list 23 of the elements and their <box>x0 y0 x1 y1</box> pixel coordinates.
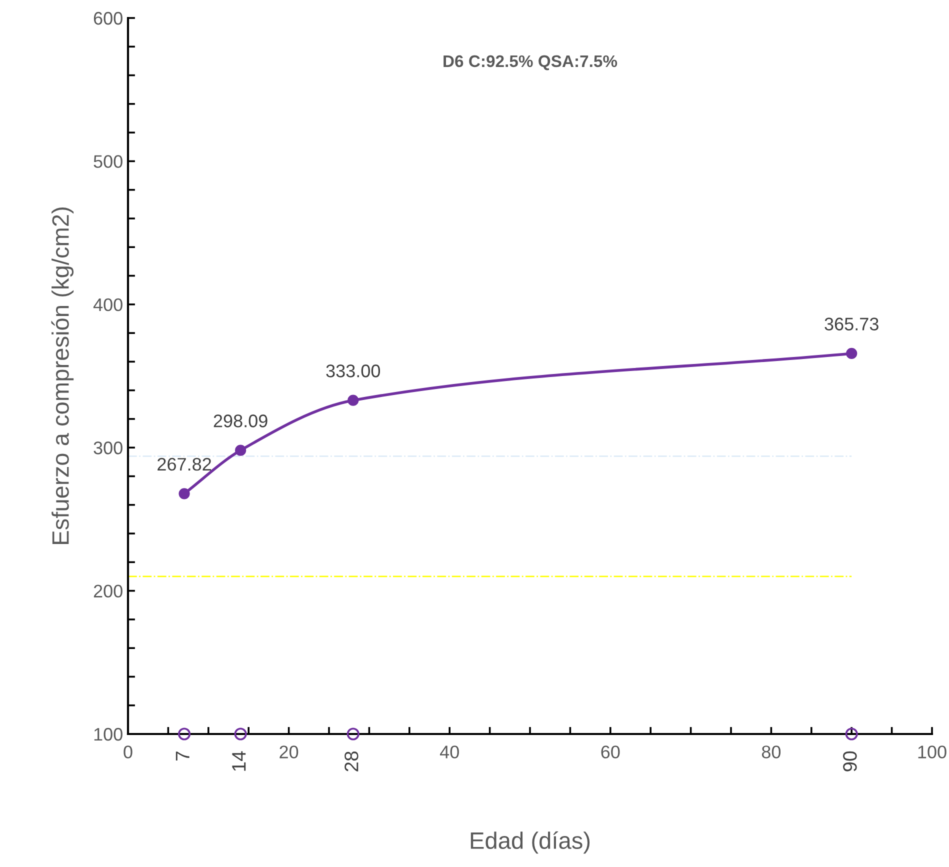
x2-tick-label: 14 <box>232 751 246 771</box>
y-tick-label: 100 <box>94 728 122 741</box>
y-tick-label: 500 <box>94 155 122 168</box>
x-tick-label: 80 <box>762 746 781 758</box>
x-tick-label: 60 <box>601 746 620 758</box>
x2-tick-label: 90 <box>843 751 857 772</box>
y-tick-label: 300 <box>94 442 122 454</box>
text: D6 C:92.5% QSA:7.5% <box>444 55 618 70</box>
y-tick-label: 600 <box>94 12 122 25</box>
data-label: 267.82 <box>158 458 211 471</box>
x2-tick-label: 7 <box>176 752 190 760</box>
x-axis-title: Edad (días) <box>470 831 590 854</box>
x-tick-label: 0 <box>124 746 132 758</box>
y-tick-label: 400 <box>93 298 122 312</box>
y-axis-title: Esfuerzo a compresión (kg/cm2) <box>51 208 74 544</box>
x-tick-label: 20 <box>280 746 298 758</box>
x2-tick-label: 28 <box>344 752 358 772</box>
data-label: 333.00 <box>326 364 380 378</box>
data-label: 365.73 <box>824 318 878 330</box>
y-tick-label: 200 <box>94 584 122 598</box>
x-tick-label: 40 <box>440 746 459 758</box>
data-label: 298.09 <box>214 414 268 428</box>
x-tick-label: 100 <box>918 746 946 758</box>
